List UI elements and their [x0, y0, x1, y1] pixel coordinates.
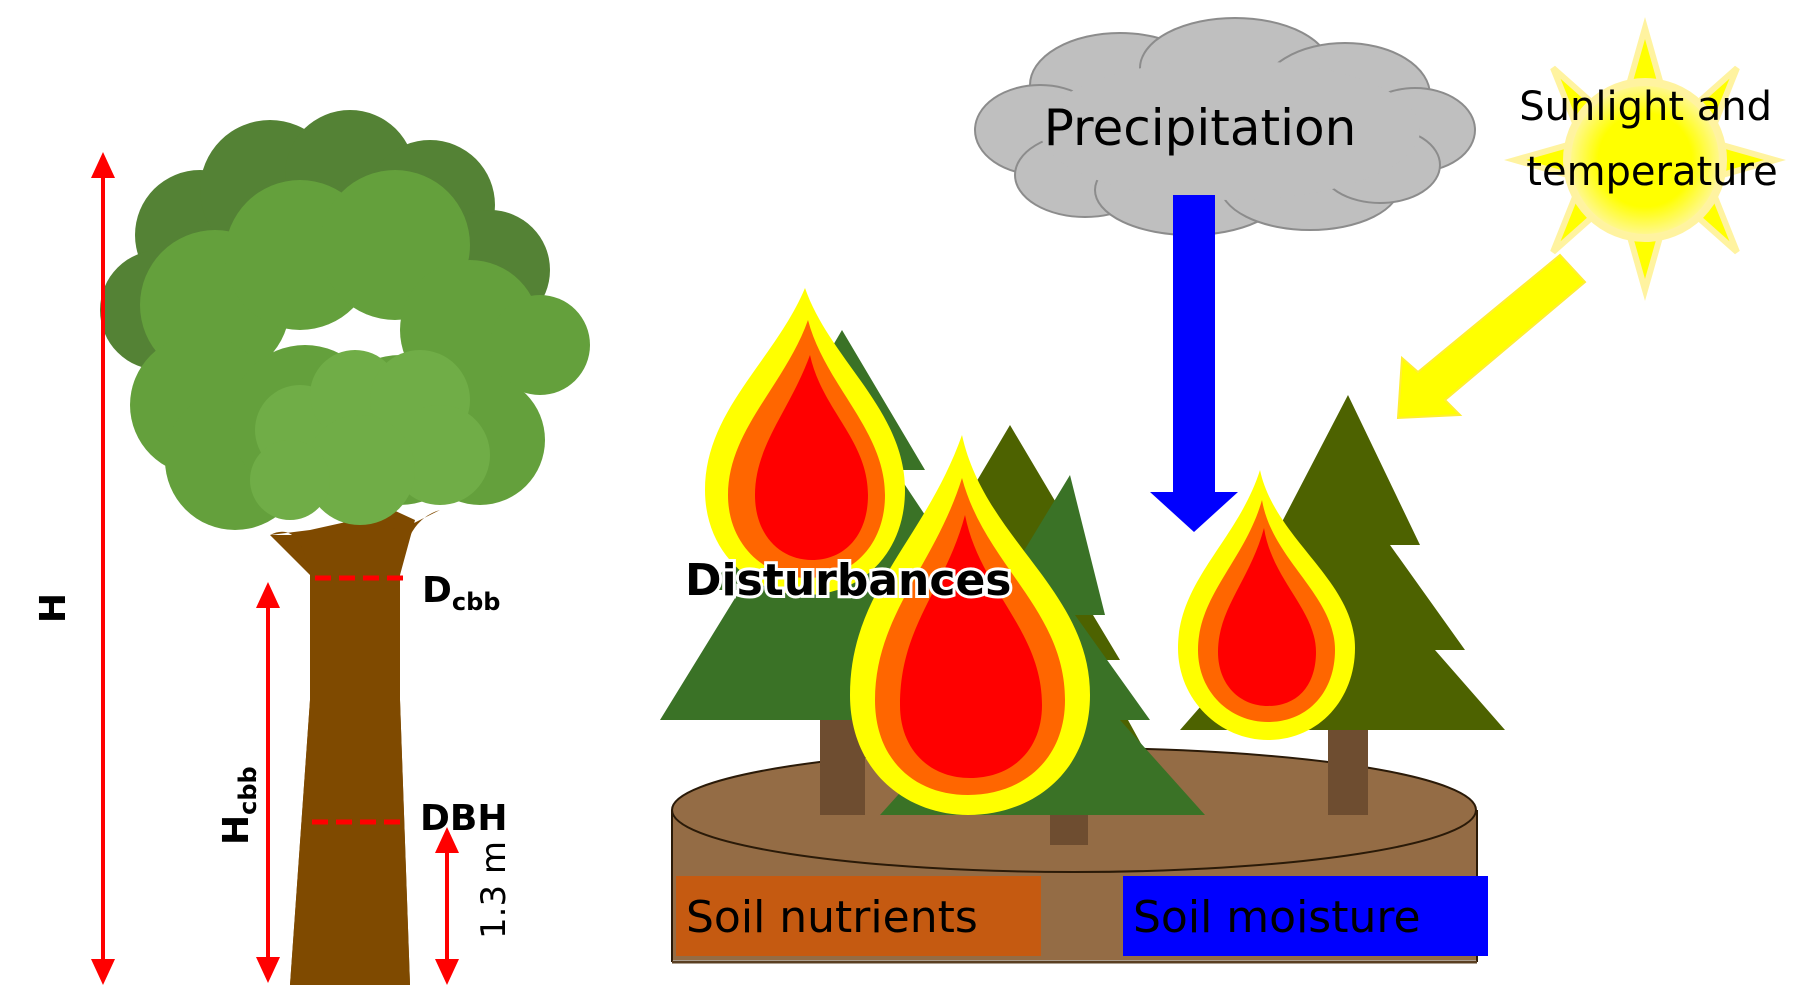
sunlight-temperature-label: Sunlight and temperature — [1519, 84, 1784, 195]
disturbances-label: Disturbances — [685, 555, 1011, 606]
crown-base-height-label: Hcbb — [216, 766, 262, 845]
fire-flame-left-icon — [705, 288, 905, 595]
cloud-icon — [974, 17, 1476, 236]
fire-flame-center-icon — [850, 435, 1090, 815]
soil-nutrients-label: Soil nutrients — [686, 892, 978, 943]
total-height-arrow — [91, 152, 115, 985]
dbh-height-arrow — [435, 827, 459, 985]
dbh-label: DBH — [420, 798, 507, 839]
precipitation-arrow — [1150, 195, 1238, 532]
sun-icon — [1503, 16, 1787, 302]
forest-factors-illustration: Precipitation Sunlight and temperature D… — [660, 16, 1787, 964]
soil-nutrients-box — [676, 876, 1041, 956]
tree-crown — [100, 110, 590, 530]
sunlight-arrow — [1396, 253, 1587, 420]
tree-trunk-base — [290, 575, 410, 985]
dbh-height-label: 1.3 m — [474, 841, 514, 939]
crown-base-diameter-label: Dcbb — [422, 570, 500, 616]
tree-measurement-illustration: H Dcbb Hcbb DBH 1.3 m — [33, 110, 590, 985]
crown-base-height-arrow — [256, 582, 280, 983]
fire-flame-right-icon — [1178, 470, 1355, 740]
precipitation-label: Precipitation — [1044, 99, 1357, 157]
soil-moisture-label: Soil moisture — [1133, 892, 1421, 943]
total-height-label: H — [33, 593, 74, 623]
soil-moisture-box — [1123, 876, 1488, 956]
